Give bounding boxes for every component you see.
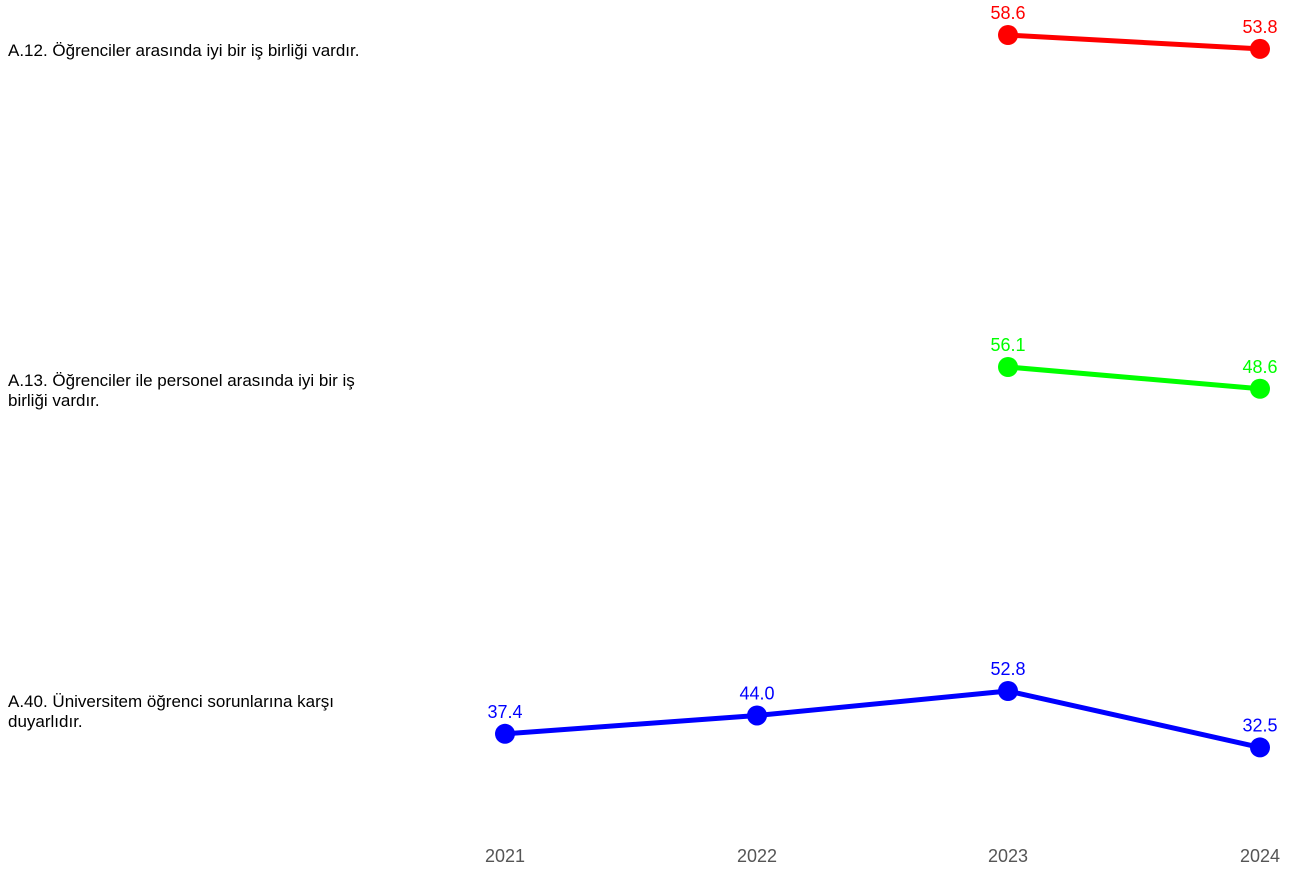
x-tick-label-2023: 2023 — [988, 846, 1028, 866]
series-line-a40-segment — [1005, 688, 1263, 750]
data-point-a12-2024 — [1250, 38, 1270, 59]
data-label-a12-2024: 53.8 — [1242, 17, 1277, 37]
data-point-a40-2021 — [495, 723, 515, 744]
data-label-a40-2024: 32.5 — [1242, 715, 1277, 735]
data-label-a13-2024: 48.6 — [1242, 357, 1277, 377]
series-line-a12-segment — [1005, 32, 1263, 52]
x-tick-label-2024: 2024 — [1240, 846, 1280, 866]
x-tick-label-2021: 2021 — [485, 846, 525, 866]
row-label-a13: A.13. Öğrenciler ile personel arasında i… — [8, 371, 355, 410]
data-label-a12-2023: 58.6 — [990, 3, 1025, 23]
data-label-a40-2022: 44.0 — [739, 683, 774, 703]
data-point-a13-2023 — [998, 357, 1018, 377]
series-line-a40-segment — [502, 712, 760, 737]
data-point-a13-2024 — [1250, 378, 1270, 399]
data-label-a40-2021: 37.4 — [487, 702, 522, 722]
data-label-a13-2023: 56.1 — [990, 335, 1025, 355]
data-point-a40-2023 — [998, 681, 1018, 701]
series-line-a13-segment — [1005, 364, 1263, 392]
row-label-a40: A.40. Üniversitem öğrenci sorunlarına ka… — [8, 692, 334, 731]
data-point-a12-2023 — [998, 25, 1018, 45]
data-label-a40-2023: 52.8 — [990, 659, 1025, 679]
row-label-a12: A.12. Öğrenciler arasında iyi bir iş bir… — [8, 41, 360, 60]
data-point-a40-2022 — [747, 705, 767, 726]
x-tick-label-2022: 2022 — [737, 846, 777, 866]
series-line-a40-segment — [754, 688, 1011, 718]
data-point-a40-2024 — [1250, 737, 1270, 758]
